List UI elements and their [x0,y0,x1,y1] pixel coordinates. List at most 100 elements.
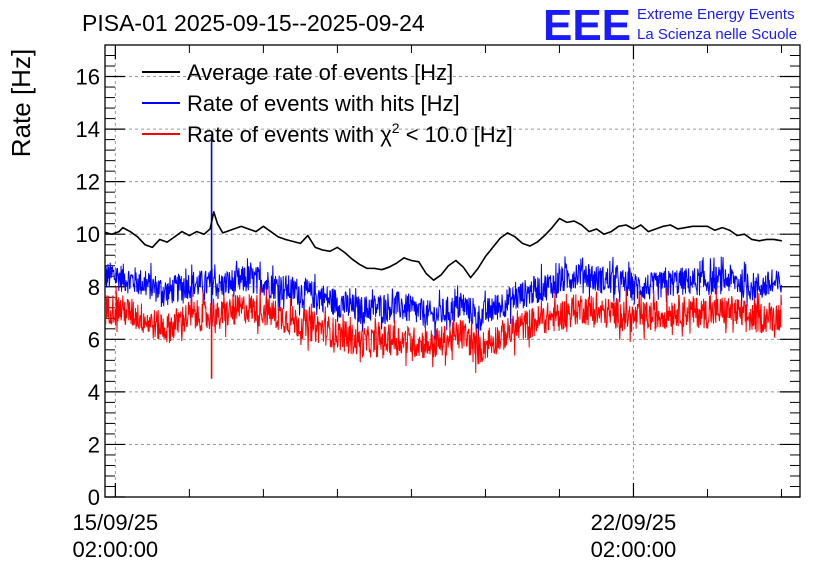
series-avg-point [544,234,546,237]
series-avg-point [336,246,339,248]
series-avg-point [433,279,435,281]
series-avg-point [536,241,538,243]
series-avg-point [216,223,219,225]
axis-ticks [105,45,800,498]
series-avg-point [159,238,161,241]
series-avg-point [188,234,190,237]
series-avg-point [247,228,250,230]
series-avg-point [758,240,760,242]
series-avg-point [262,225,264,227]
series-avg-point [410,259,413,262]
series-avg-point [344,252,346,254]
series-avg-point [706,225,709,227]
series-avg-point [425,273,427,275]
x-tick-time: 02:00:00 [591,537,677,562]
series-avg-point [322,249,324,251]
series-avg-point [233,228,235,230]
series-avg-point [677,228,679,230]
series-avg-point [314,246,316,248]
series-avg-point [721,227,723,229]
y-tick-label: 12 [76,170,100,195]
x-tick-date: 15/09/25 [73,510,159,535]
series-avg-point [225,230,227,233]
series-avg-point [729,229,731,231]
legend-chi2-suffix: < 10.0 [Hz] [400,122,513,147]
series-avg-point [396,262,398,264]
series-avg-point [166,241,168,243]
series-avg-point [240,225,242,227]
series-avg-point [647,230,649,233]
series-avg-point [499,237,501,239]
series-avg-point [285,238,287,241]
series-avg-point [151,246,153,248]
legend: Average rate of events [Hz] Rate of even… [142,60,513,147]
series-avg-point [270,230,272,233]
series-avg-point [144,244,146,246]
series-avg-point [751,238,753,241]
series-avg-point [603,233,605,235]
series-avg-point [181,230,183,233]
series-avg-point [655,228,657,230]
series-avg-point [507,232,509,234]
series-avg-point [277,236,279,238]
series-avg-point [381,269,383,271]
legend-chi2-prefix: Rate of events with [187,122,380,147]
series-avg-point [595,228,598,230]
series-avg-point [669,224,672,226]
series-avg-point [440,274,442,276]
logo-line-1: Extreme Energy Events [637,6,795,23]
series-avg-point [307,234,309,237]
series-avg-point [588,230,590,233]
series-avg-point [299,242,301,245]
series-avg-point [455,259,457,262]
logo-line-2: La Scienza nelle Scuole [637,26,797,43]
series-avg-point [551,227,553,229]
series-avg-point [566,221,568,223]
series-avg-point [129,230,131,233]
series-avg-point [514,236,516,238]
x-tick-date: 22/09/25 [591,510,677,535]
series-avg-point [403,257,405,259]
series-avg-point [736,234,738,237]
series-avg-point [329,250,331,252]
y-tick-label: 14 [76,117,100,142]
series-avg-point [662,225,664,227]
series-avg-point [714,229,716,231]
series-hits-line [105,256,782,340]
series-avg-point [222,232,224,234]
series-avg-point [196,230,198,233]
series-avg-point [632,228,635,230]
series-avg-point [521,242,524,245]
y-tick-label: 6 [88,327,100,352]
series-avg-point [203,233,205,235]
series-avg-point [773,238,775,241]
x-tick-time: 02:00:00 [73,537,159,562]
series-avg-point [640,224,642,226]
series-avg-point [359,263,361,266]
y-tick-label: 16 [76,65,100,90]
series-avg-point [610,230,612,233]
series-avg-point [101,231,102,232]
series-avg-point [477,267,479,269]
series-avg-point [618,225,620,227]
series-group [101,134,783,379]
series-avg-point [573,220,575,222]
y-tick-label: 2 [88,432,100,457]
y-tick-labels: 0 2 4 6 8 10 12 14 16 [76,65,100,510]
series-avg-point [780,240,783,242]
series-avg-point [118,230,120,233]
legend-label-chi2: Rate of events with χ2 < 10.0 [Hz] [187,120,513,147]
series-avg-point [122,227,124,229]
series-chi2-line [105,286,782,373]
eee-logo: EEE [543,1,631,50]
series-avg-point [373,267,376,269]
series-avg-point [692,225,694,227]
series-avg-point [418,261,420,263]
legend-chi2-exponent: 2 [392,120,400,136]
series-avg-point [484,255,487,258]
series-avg-point [766,238,768,241]
series-avg-point [366,267,368,269]
y-tick-label: 10 [76,222,100,247]
